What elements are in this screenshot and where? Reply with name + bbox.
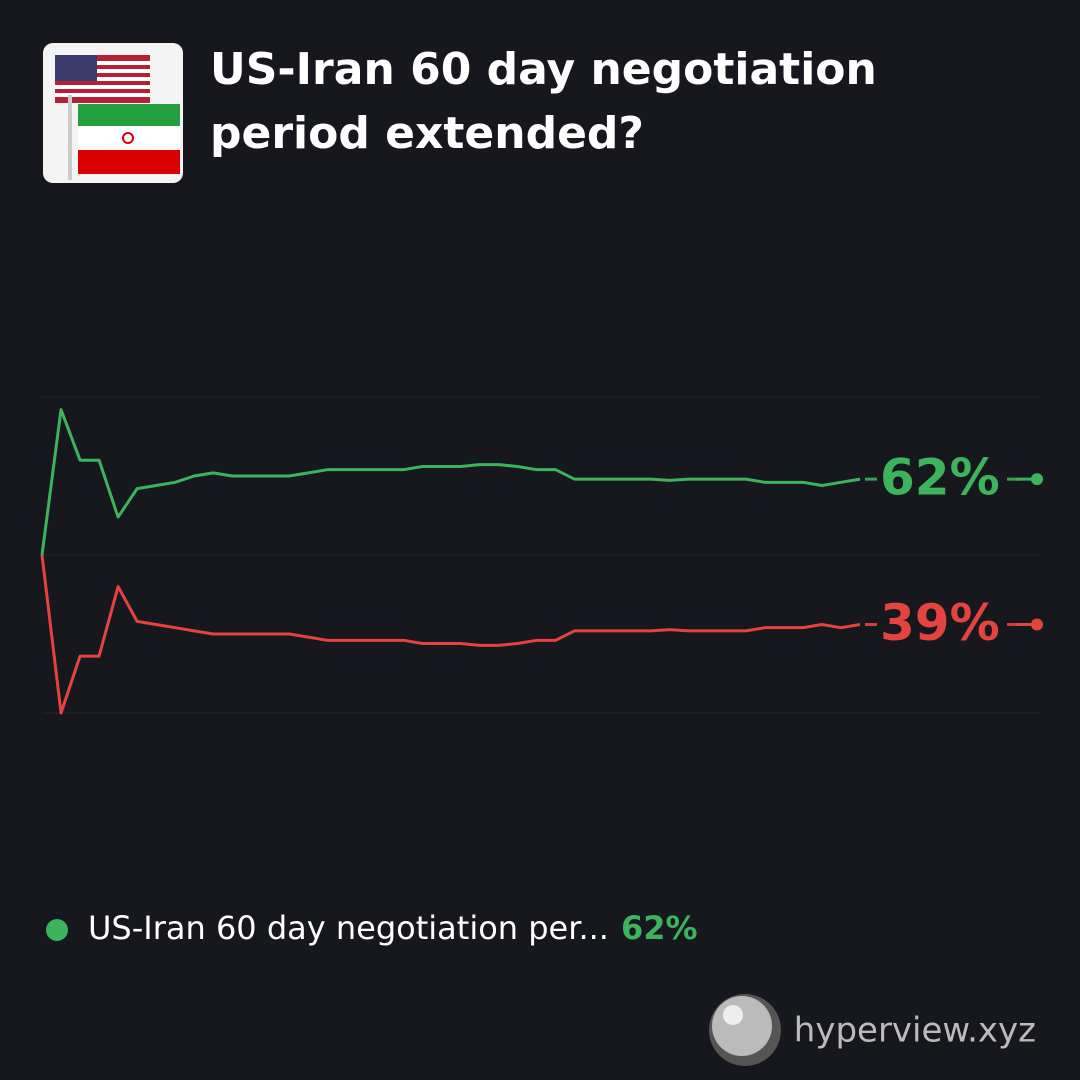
logo — [709, 994, 781, 1066]
chart-title: US-Iran 60 day negotiation period extend… — [210, 44, 877, 159]
end-dot — [1031, 618, 1043, 631]
end-label: 39% — [880, 594, 1000, 652]
brand: hyperview.xyz — [794, 1011, 1036, 1051]
legend-label: US-Iran 60 day negotiation per... — [88, 909, 609, 947]
series-line — [40, 554, 861, 715]
flag-icon — [43, 43, 183, 183]
series-line — [40, 408, 861, 556]
legend-value: 62% — [621, 909, 698, 947]
end-dot — [1031, 473, 1043, 486]
legend-marker — [46, 919, 68, 941]
end-label: 62% — [880, 449, 1000, 507]
